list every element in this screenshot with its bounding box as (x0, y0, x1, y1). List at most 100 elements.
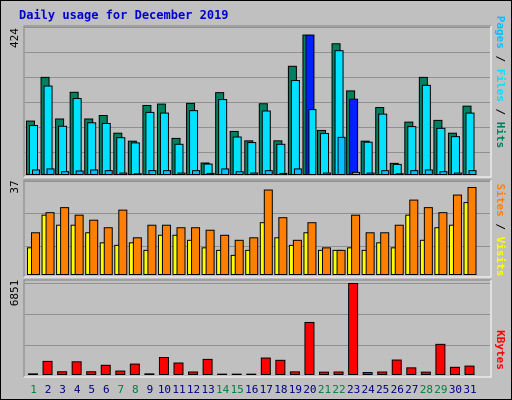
x-tick-label: 6 (103, 383, 110, 396)
pages-bar (424, 169, 433, 176)
kbytes-bar (319, 371, 329, 375)
pages-bar (235, 171, 244, 176)
x-tick-label: 5 (88, 383, 95, 396)
files-bar (378, 113, 388, 176)
x-tick-label: 16 (245, 383, 258, 396)
sites-bar (409, 199, 419, 275)
ymax-label-kbytes: 6851 (8, 280, 21, 307)
sites-bar (263, 189, 273, 275)
x-tick-label: 22 (332, 383, 345, 396)
files-bar (436, 127, 446, 176)
x-tick-label: 12 (187, 383, 200, 396)
pages-bar (148, 170, 157, 175)
sites-bar (307, 222, 317, 275)
pages-bar (104, 170, 113, 175)
x-tick-label: 2 (45, 383, 52, 396)
pages-bar (206, 172, 215, 176)
panel-2-highlight (24, 180, 492, 278)
sites-bar (132, 237, 142, 276)
kbytes-bar (57, 371, 68, 375)
pages-bar (410, 170, 419, 175)
pages-bar (439, 171, 448, 176)
x-tick-label: 7 (117, 383, 124, 396)
files-bar (465, 112, 475, 175)
pages-bar (453, 172, 462, 176)
sites-bar (365, 232, 375, 275)
files-bar (421, 84, 431, 175)
pages-bar (61, 171, 70, 176)
files-bar (159, 112, 169, 175)
x-tick-label: 9 (147, 383, 154, 396)
sites-bar (438, 212, 448, 275)
legend-text: Pages (494, 16, 507, 49)
kbytes-bar (115, 370, 126, 376)
kbytes-bar (464, 365, 475, 376)
files-bar (189, 110, 199, 175)
x-tick-label: 4 (74, 383, 81, 396)
files-bar (116, 137, 126, 175)
files-bar (145, 111, 155, 175)
ymax-label-hits: 424 (8, 28, 21, 48)
x-tick-label: 25 (376, 383, 389, 396)
legend-visits: Sites / Visits (494, 184, 507, 277)
files-bar (87, 122, 97, 175)
pages-bar (293, 168, 302, 175)
sites-bar (234, 239, 244, 275)
files-bar (218, 99, 228, 175)
files-bar (72, 98, 82, 175)
legend-text: / (494, 49, 507, 69)
files-bar (363, 141, 373, 175)
legend-text: KBytes (494, 330, 507, 370)
sites-bar (278, 217, 288, 276)
sites-bar (292, 239, 302, 275)
kbytes-bar (158, 357, 169, 376)
kbytes-bar (420, 371, 431, 375)
panel-3 (24, 280, 491, 377)
x-tick-label: 28 (420, 383, 433, 396)
sites-bar (322, 247, 331, 275)
pages-bar (468, 170, 477, 175)
sites-bar (161, 224, 171, 276)
legend-text: / (494, 102, 507, 122)
pages-bar (323, 172, 331, 176)
legend-hits: Pages / Files / Hits (494, 16, 507, 149)
pages-bar (337, 136, 346, 175)
x-tick-label: 26 (391, 383, 404, 396)
kbytes-bar (391, 359, 402, 376)
panel-1-shadow (23, 25, 491, 177)
pages-bar (352, 171, 361, 175)
sites-bar (45, 212, 55, 275)
legend-text: Visits (494, 237, 507, 277)
sites-bar (147, 224, 157, 276)
x-tick-label: 24 (362, 383, 376, 396)
kbytes-bar (348, 283, 359, 375)
sites-bar (220, 234, 230, 275)
sites-bar (118, 209, 128, 275)
files-bar (320, 133, 329, 175)
x-tick-label: 11 (172, 383, 185, 396)
x-tick-label: 31 (463, 383, 476, 396)
pages-bar (90, 169, 99, 176)
sites-bar (103, 227, 113, 275)
pages-bar (192, 170, 201, 175)
legend-text: Hits (494, 122, 507, 149)
x-tick-label: 18 (274, 383, 287, 396)
kbytes-bar (129, 363, 140, 375)
x-tick-label: 13 (201, 383, 214, 396)
x-tick-label: 17 (260, 383, 273, 396)
files-bar (407, 126, 417, 175)
files-bar (349, 98, 359, 175)
x-tick-label: 23 (347, 383, 360, 396)
kbytes-bar (275, 359, 286, 375)
pages-bar (75, 170, 84, 175)
x-tick-label: 30 (449, 383, 462, 396)
pages-bar (162, 170, 171, 175)
kbytes-bar (435, 343, 446, 376)
sites-bar (205, 229, 215, 276)
kbytes-bar (173, 362, 184, 376)
files-bar (392, 163, 402, 175)
x-tick-label: 3 (59, 383, 66, 396)
files-bar (174, 143, 184, 175)
x-tick-label: 20 (303, 383, 316, 396)
panel-3-highlight (24, 280, 492, 378)
